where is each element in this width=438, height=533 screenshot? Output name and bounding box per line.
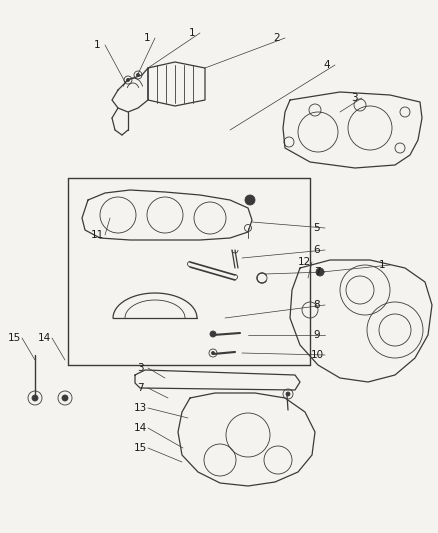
Text: 15: 15 (133, 443, 146, 453)
Text: 11: 11 (90, 230, 103, 240)
Text: 3: 3 (136, 363, 143, 373)
Text: 1: 1 (378, 260, 385, 270)
Text: 10: 10 (310, 350, 323, 360)
Text: 14: 14 (133, 423, 146, 433)
Text: 13: 13 (133, 403, 146, 413)
Text: 2: 2 (273, 33, 280, 43)
Text: 9: 9 (313, 330, 320, 340)
Text: 7: 7 (313, 267, 320, 277)
Text: 14: 14 (37, 333, 50, 343)
Text: 3: 3 (350, 93, 357, 103)
Text: 15: 15 (7, 333, 21, 343)
Text: 8: 8 (313, 300, 320, 310)
Circle shape (244, 195, 254, 205)
Circle shape (62, 395, 68, 401)
Circle shape (209, 331, 215, 337)
Text: 1: 1 (143, 33, 150, 43)
Text: 7: 7 (136, 383, 143, 393)
Circle shape (315, 268, 323, 276)
Circle shape (126, 78, 129, 82)
Circle shape (285, 392, 290, 396)
Text: 12: 12 (297, 257, 310, 267)
Text: 1: 1 (93, 40, 100, 50)
Circle shape (32, 395, 38, 401)
Text: 1: 1 (188, 28, 195, 38)
Text: 6: 6 (313, 245, 320, 255)
Circle shape (211, 351, 214, 354)
Text: 5: 5 (313, 223, 320, 233)
Circle shape (136, 74, 139, 77)
Text: 4: 4 (323, 60, 329, 70)
